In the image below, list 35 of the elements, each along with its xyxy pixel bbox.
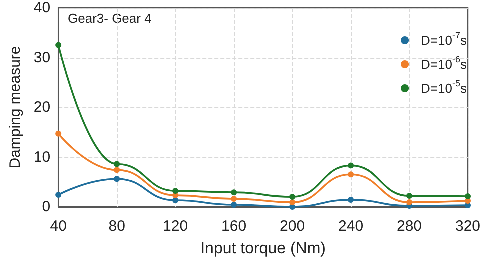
point	[114, 167, 120, 174]
point	[348, 162, 354, 169]
x-axis-title: Input torque (Nm)	[200, 240, 326, 258]
point	[348, 172, 354, 178]
x-tick-label: 40	[50, 218, 67, 235]
point	[348, 197, 354, 204]
y-tick-label: 0	[42, 198, 51, 216]
x-tick-label: 280	[396, 218, 422, 235]
point	[465, 194, 471, 200]
point	[56, 130, 62, 137]
point	[172, 198, 179, 204]
x-tick-label: 160	[222, 218, 247, 235]
x-tick-label: 200	[280, 218, 306, 235]
point	[231, 190, 238, 196]
point	[406, 200, 413, 206]
point	[290, 200, 296, 206]
point	[231, 202, 238, 208]
point	[56, 42, 62, 48]
point	[290, 194, 296, 200]
x-tick-label: 120	[163, 218, 188, 235]
y-tick-label: 20	[34, 99, 51, 116]
y-tick-label: 40	[34, 0, 51, 16]
annotation: Gear3- Gear 4	[68, 11, 152, 26]
point	[114, 176, 120, 182]
point	[406, 193, 413, 200]
x-tick-label: 240	[338, 218, 364, 235]
y-tick-label: 30	[34, 49, 51, 66]
point	[56, 192, 62, 198]
point	[114, 161, 120, 168]
x-tick-label: 80	[108, 218, 126, 235]
point	[172, 188, 179, 194]
y-axis-title: Damping measure	[7, 46, 24, 169]
y-tick-label: 10	[34, 148, 51, 166]
point	[231, 196, 238, 202]
x-tick-label: 320	[455, 218, 481, 235]
